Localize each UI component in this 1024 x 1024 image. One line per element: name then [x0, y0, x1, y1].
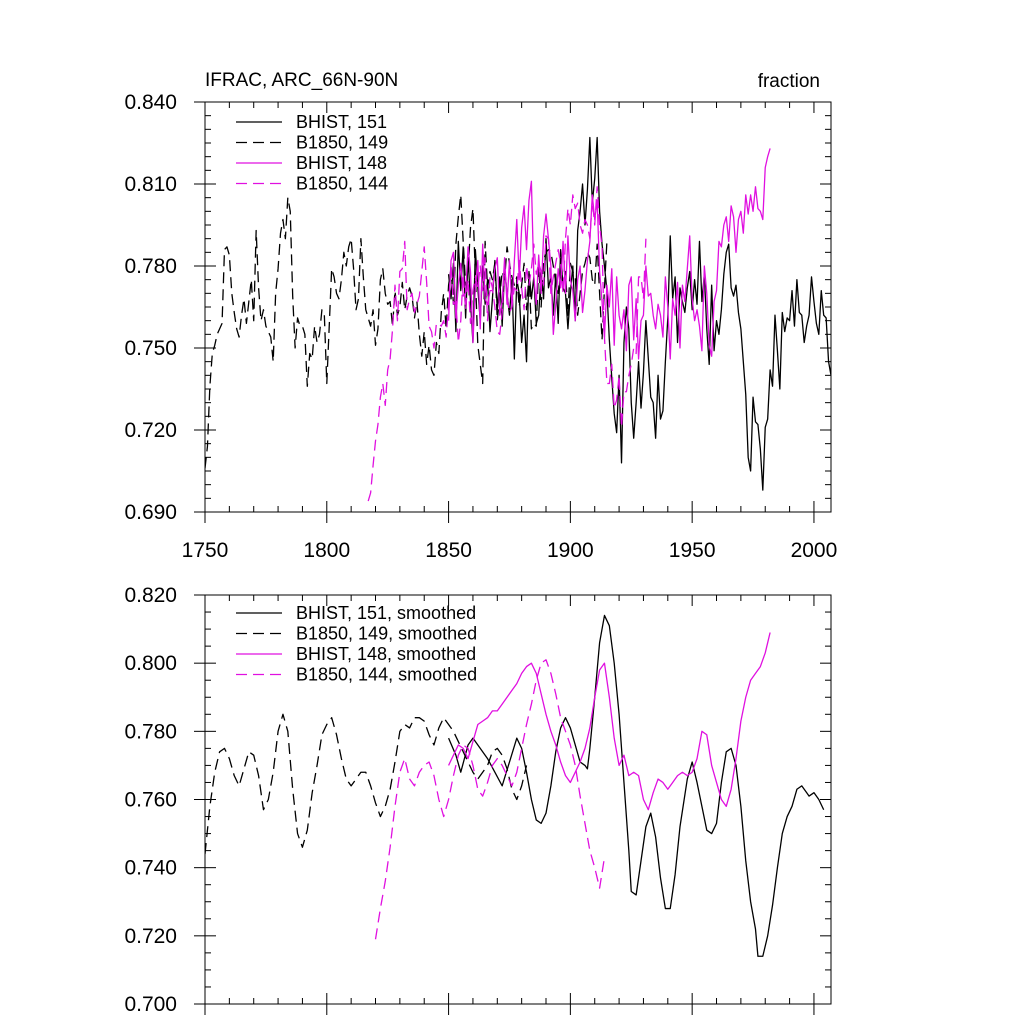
x-tick-label: 1900 [547, 539, 594, 562]
series-line-2 [205, 713, 528, 855]
y-tick-label: 0.820 [124, 584, 177, 607]
series-line-4 [367, 186, 647, 502]
x-tick-label: 1850 [425, 539, 472, 562]
y-tick-label: 0.750 [124, 337, 177, 360]
series-line-4 [374, 659, 606, 940]
x-tick-label: 2000 [791, 539, 838, 562]
x-tick-label: 1750 [182, 539, 229, 562]
y-tick-label: 0.780 [124, 720, 177, 743]
y-tick-label: 0.720 [124, 419, 177, 442]
legend-label-1: BHIST, 151 [296, 112, 387, 132]
y-tick-label: 0.740 [124, 857, 177, 880]
x-tick-label: 1950 [669, 539, 716, 562]
panel-bottom: 0.700 0.720 0.740 0.760 0.780 0.800 0.820 BHIST… [124, 584, 832, 1016]
series-line-1 [447, 614, 825, 957]
panel-top: IFRAC, ARC_66N-90N fraction 1750 1800 1850… [124, 70, 837, 562]
y-tick-label: 0.690 [124, 501, 177, 524]
y-tick-label: 0.780 [124, 255, 177, 278]
y-tick-label: 0.810 [124, 173, 177, 196]
legend-label-4: B1850, 144, smoothed [296, 665, 477, 685]
legend-label-2: B1850, 149, smoothed [296, 624, 477, 644]
y-tick-label: 0.840 [124, 91, 177, 114]
panel-title: IFRAC, ARC_66N-90N [205, 70, 398, 91]
y-tick-label: 0.760 [124, 789, 177, 812]
legend-label-1: BHIST, 151, smoothed [296, 603, 476, 623]
series-line-1 [447, 136, 831, 491]
y-tick-label: 0.720 [124, 925, 177, 948]
y-tick-label: 0.700 [124, 993, 177, 1016]
legend-label-2: B1850, 149 [296, 133, 388, 153]
legend-label-3: BHIST, 148 [296, 153, 387, 173]
legend-label-3: BHIST, 148, smoothed [296, 644, 476, 664]
units-label: fraction [758, 71, 820, 92]
series-line-3 [447, 632, 771, 811]
y-tick-label: 0.800 [124, 652, 177, 675]
x-tick-label: 1800 [303, 539, 350, 562]
legend-label-4: B1850, 144 [296, 174, 388, 194]
series-line-2 [205, 194, 608, 469]
